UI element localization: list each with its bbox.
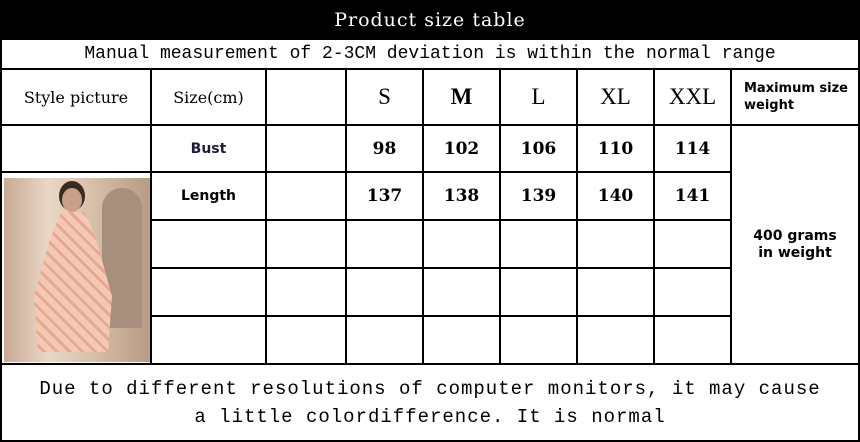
bust-xxl: 114 bbox=[655, 126, 732, 173]
empty-cell bbox=[578, 317, 655, 365]
empty-cell bbox=[152, 269, 267, 317]
empty-cell bbox=[424, 317, 501, 365]
empty-cell bbox=[267, 221, 347, 269]
header-size-xl: XL bbox=[578, 68, 655, 126]
style-picture-cell bbox=[0, 173, 152, 365]
bust-m: 102 bbox=[424, 126, 501, 173]
color-disclaimer: Due to different resolutions of computer… bbox=[0, 365, 860, 442]
header-size-cm: Size(cm) bbox=[152, 68, 267, 126]
length-xxl: 141 bbox=[655, 173, 732, 221]
header-size-l: L bbox=[501, 68, 578, 126]
picture-blank-cell bbox=[0, 126, 152, 173]
header-size-m: M bbox=[424, 68, 501, 126]
empty-cell bbox=[578, 221, 655, 269]
bust-l: 106 bbox=[501, 126, 578, 173]
empty-cell bbox=[267, 269, 347, 317]
bust-s: 98 bbox=[347, 126, 424, 173]
empty-cell bbox=[424, 221, 501, 269]
empty-cell bbox=[501, 221, 578, 269]
empty-cell bbox=[655, 221, 732, 269]
header-style-picture: Style picture bbox=[0, 68, 152, 126]
length-l: 139 bbox=[501, 173, 578, 221]
empty-cell bbox=[347, 269, 424, 317]
empty-cell bbox=[152, 317, 267, 365]
table-title: Product size table bbox=[0, 0, 860, 40]
empty-cell bbox=[424, 269, 501, 317]
style-photo bbox=[4, 178, 150, 362]
header-max-weight: Maximum size weight bbox=[732, 68, 860, 126]
empty-cell bbox=[267, 173, 347, 221]
bust-xl: 110 bbox=[578, 126, 655, 173]
empty-cell bbox=[501, 317, 578, 365]
header-size-xxl: XXL bbox=[655, 68, 732, 126]
empty-cell bbox=[655, 317, 732, 365]
header-empty bbox=[267, 68, 347, 126]
empty-cell bbox=[152, 221, 267, 269]
empty-cell bbox=[267, 126, 347, 173]
weight-note: 400 grams in weight bbox=[732, 126, 860, 365]
empty-cell bbox=[347, 221, 424, 269]
length-m: 138 bbox=[424, 173, 501, 221]
measurement-note: Manual measurement of 2-3CM deviation is… bbox=[0, 40, 860, 68]
empty-cell bbox=[655, 269, 732, 317]
empty-cell bbox=[501, 269, 578, 317]
empty-cell bbox=[267, 317, 347, 365]
row-label-bust: Bust bbox=[152, 126, 267, 173]
header-size-s: S bbox=[347, 68, 424, 126]
row-label-length: Length bbox=[152, 173, 267, 221]
length-s: 137 bbox=[347, 173, 424, 221]
length-xl: 140 bbox=[578, 173, 655, 221]
empty-cell bbox=[347, 317, 424, 365]
empty-cell bbox=[578, 269, 655, 317]
